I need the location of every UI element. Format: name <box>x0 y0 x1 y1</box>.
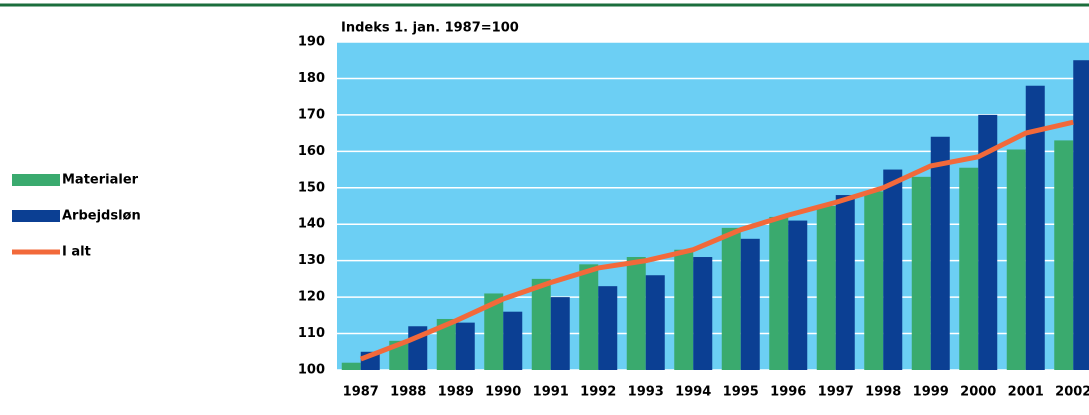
x-tick-label: 1997 <box>818 385 854 400</box>
bar <box>531 278 551 370</box>
bar <box>341 362 361 370</box>
x-tick-label: 2000 <box>960 385 996 400</box>
legend-swatch <box>12 174 60 186</box>
bar <box>788 220 808 370</box>
x-tick-label: 1998 <box>865 385 901 400</box>
x-tick-label: 1987 <box>343 385 379 400</box>
bar <box>455 322 475 370</box>
bar <box>959 167 979 370</box>
x-tick-label: 1994 <box>675 385 711 400</box>
line <box>359 119 1074 362</box>
bar <box>740 238 760 370</box>
bar <box>930 136 950 370</box>
bar <box>883 169 903 370</box>
x-tick-label: 1990 <box>485 385 521 400</box>
bar <box>598 286 618 370</box>
x-tick-label: 2002 <box>1055 385 1089 400</box>
y-tick-label: 110 <box>298 326 325 341</box>
y-tick-label: 130 <box>298 253 325 268</box>
x-tick-label: 1999 <box>913 385 949 400</box>
chart-title: Indeks 1. jan. 1987=100 <box>341 21 519 36</box>
bar <box>645 275 665 370</box>
x-tick-label: 1993 <box>628 385 664 400</box>
y-tick-label: 120 <box>298 290 325 305</box>
bar <box>550 297 570 370</box>
y-tick-label: 170 <box>298 107 325 122</box>
bar <box>579 264 599 370</box>
bar <box>693 257 713 370</box>
bar <box>1025 85 1045 370</box>
x-tick-label: 1989 <box>438 385 474 400</box>
bar <box>769 216 789 370</box>
y-tick-label: 180 <box>298 71 325 86</box>
bar <box>674 249 694 370</box>
bar <box>626 257 646 370</box>
x-tick-label: 1992 <box>580 385 616 400</box>
x-tick-label: 1996 <box>770 385 806 400</box>
bar <box>835 195 855 370</box>
bar <box>1073 60 1089 370</box>
bar <box>911 176 931 370</box>
y-tick-label: 100 <box>298 363 325 378</box>
bar <box>1054 140 1074 370</box>
bar <box>503 311 523 370</box>
x-tick-label: 2001 <box>1008 385 1044 400</box>
bar <box>484 293 504 370</box>
bar <box>436 318 456 370</box>
y-tick-label: 140 <box>298 217 325 232</box>
y-tick-label: 150 <box>298 180 325 195</box>
legend-label: I alt <box>62 245 91 260</box>
legend-swatch <box>12 210 60 222</box>
legend-label: Arbejdsløn <box>62 209 141 224</box>
legend-label: Materialer <box>62 173 139 188</box>
bar <box>721 227 741 370</box>
x-tick-label: 1988 <box>390 385 426 400</box>
bar <box>978 114 998 370</box>
y-tick-label: 160 <box>298 144 325 159</box>
x-tick-label: 1991 <box>533 385 569 400</box>
y-tick-label: 190 <box>298 35 325 50</box>
x-tick-label: 1995 <box>723 385 759 400</box>
bar <box>816 206 836 370</box>
bar <box>1006 149 1026 370</box>
bar <box>864 191 884 370</box>
